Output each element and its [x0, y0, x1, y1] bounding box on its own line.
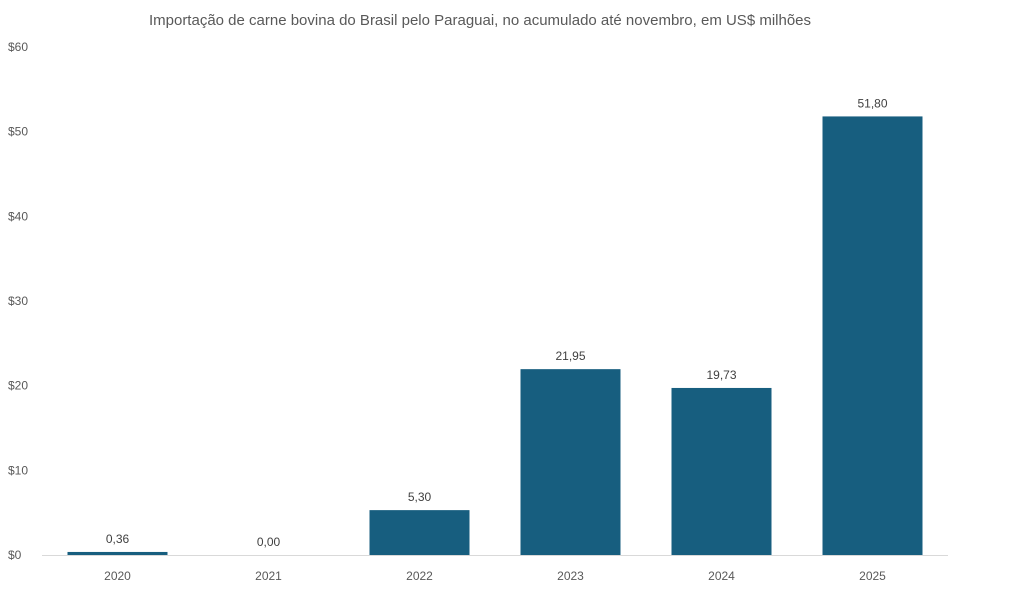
y-tick-label: $0 [8, 548, 22, 562]
bar-2025 [822, 116, 923, 555]
data-label: 5,30 [408, 490, 432, 504]
y-tick-label: $50 [8, 125, 28, 139]
x-tick-label: 2024 [708, 569, 735, 583]
bar-2023 [520, 369, 621, 555]
x-tick-label: 2021 [255, 569, 282, 583]
y-tick-label: $60 [8, 40, 28, 54]
x-tick-label: 2025 [859, 569, 886, 583]
x-tick-label: 2023 [557, 569, 584, 583]
bar-2024 [671, 387, 772, 555]
data-label: 0,36 [106, 532, 130, 546]
data-label: 19,73 [706, 368, 736, 382]
y-tick-label: $40 [8, 209, 28, 223]
y-tick-label: $10 [8, 463, 28, 477]
x-tick-label: 2022 [406, 569, 433, 583]
chart-title: Importação de carne bovina do Brasil pel… [149, 12, 811, 29]
x-tick-label: 2020 [104, 569, 131, 583]
y-tick-label: $20 [8, 379, 28, 393]
data-label: 51,80 [857, 96, 887, 110]
bar-2020 [67, 551, 168, 555]
data-label: 21,95 [555, 349, 585, 363]
bar-2022 [369, 510, 470, 555]
data-label: 0,00 [257, 535, 281, 549]
y-tick-label: $30 [8, 294, 28, 308]
